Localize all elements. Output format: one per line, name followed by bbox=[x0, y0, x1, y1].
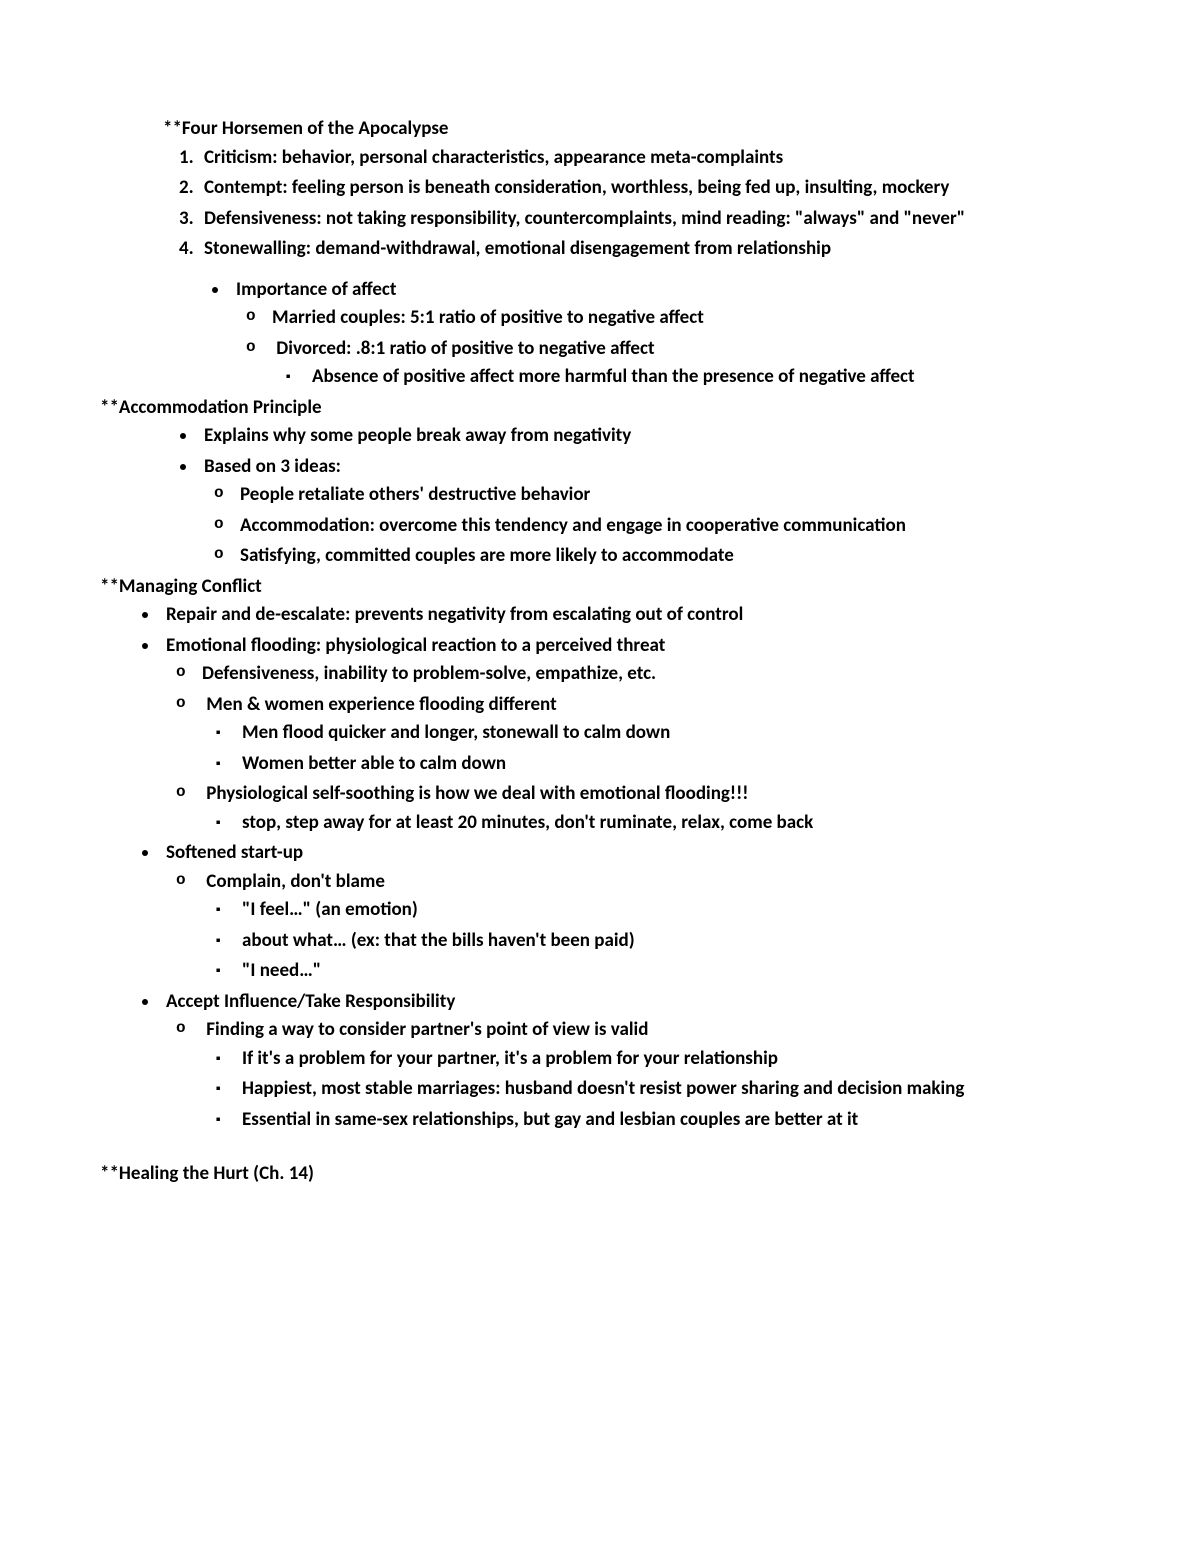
accommodation-list: Explains why some people break away from… bbox=[100, 422, 1070, 571]
item-text: Softened start-up bbox=[166, 841, 303, 864]
list-item: Emotional flooding: physiological reacti… bbox=[160, 632, 1070, 838]
document-page: **Four Horsemen of the Apocalypse Critic… bbox=[0, 0, 1200, 1553]
list-item: Complain, don't blame "I feel…" (an emot… bbox=[202, 868, 1070, 986]
item-text: is how we deal with emotional flooding!!… bbox=[414, 782, 748, 805]
list-item: People retaliate others' destructive beh… bbox=[240, 481, 1070, 510]
affect-list: Importance of affect Married couples: 5:… bbox=[100, 276, 1070, 392]
list-item: Criticism: behavior, personal characteri… bbox=[198, 144, 1070, 173]
list-item: Essential in same-sex relationships, but… bbox=[242, 1106, 1070, 1135]
section-title-healing: **Healing the Hurt (Ch. 14) bbox=[100, 1160, 1070, 1189]
item-text: Finding a way to consider partner's poin… bbox=[206, 1018, 648, 1041]
section-title-managing: **Managing Conflict bbox=[100, 573, 1070, 602]
affect-sub2list: Absence of positive affect more harmful … bbox=[272, 363, 1070, 392]
accept-sublist: Finding a way to consider partner's poin… bbox=[166, 1016, 1070, 1134]
flooding-sublist: Defensiveness, inability to problem-solv… bbox=[166, 660, 1070, 837]
list-item: Repair and de-escalate: prevents negativ… bbox=[160, 601, 1070, 630]
list-item: Men flood quicker and longer, stonewall … bbox=[242, 719, 1070, 748]
self-soothing-list: stop, step away for at least 20 minutes,… bbox=[202, 809, 1070, 838]
list-item: Happiest, most stable marriages: husband… bbox=[242, 1075, 1070, 1104]
list-item: Softened start-up Complain, don't blame … bbox=[160, 839, 1070, 986]
softened-sublist: Complain, don't blame "I feel…" (an emot… bbox=[166, 868, 1070, 986]
list-item: Based on 3 ideas: People retaliate other… bbox=[198, 453, 1070, 571]
list-item: about what… (ex: that the bills haven't … bbox=[242, 927, 1070, 956]
list-item: Absence of positive affect more harmful … bbox=[312, 363, 1070, 392]
list-item: Stonewalling: demand-withdrawal, emotion… bbox=[198, 235, 1070, 264]
bold-term: Physiological self-soothing bbox=[206, 782, 414, 805]
list-item: Physiological self-soothing is how we de… bbox=[202, 780, 1070, 837]
list-item: Women better able to calm down bbox=[242, 750, 1070, 779]
item-text: Importance of affect bbox=[236, 278, 396, 301]
list-item: Satisfying, committed couples are more l… bbox=[240, 542, 1070, 571]
list-item: Men & women experience flooding differen… bbox=[202, 691, 1070, 779]
item-text: Accept Influence/Take Responsibility bbox=[166, 990, 455, 1013]
horsemen-list: Criticism: behavior, personal characteri… bbox=[100, 144, 1070, 264]
affect-sublist: Married couples: 5:1 ratio of positive t… bbox=[236, 304, 1070, 392]
list-item: Importance of affect Married couples: 5:… bbox=[230, 276, 1070, 392]
accept-items-list: If it's a problem for your partner, it's… bbox=[202, 1045, 1070, 1135]
list-item: Accept Influence/Take Responsibility Fin… bbox=[160, 988, 1070, 1135]
list-item: If it's a problem for your partner, it's… bbox=[242, 1045, 1070, 1074]
item-text: Divorced: .8:1 ratio of positive to nega… bbox=[276, 337, 654, 360]
accommodation-sublist: People retaliate others' destructive beh… bbox=[204, 481, 1070, 571]
softened-items-list: "I feel…" (an emotion) about what… (ex: … bbox=[202, 896, 1070, 986]
list-item: Defensiveness, inability to problem-solv… bbox=[202, 660, 1070, 689]
list-item: Accommodation: overcome this tendency an… bbox=[240, 512, 1070, 541]
managing-list: Repair and de-escalate: prevents negativ… bbox=[100, 601, 1070, 1134]
list-item: stop, step away for at least 20 minutes,… bbox=[242, 809, 1070, 838]
list-item: Finding a way to consider partner's poin… bbox=[202, 1016, 1070, 1134]
list-item: "I need…" bbox=[242, 957, 1070, 986]
list-item: Divorced: .8:1 ratio of positive to nega… bbox=[272, 335, 1070, 392]
flooding-gender-list: Men flood quicker and longer, stonewall … bbox=[202, 719, 1070, 778]
item-text: Based on 3 ideas: bbox=[204, 455, 341, 478]
list-item: "I feel…" (an emotion) bbox=[242, 896, 1070, 925]
section-title-horsemen: **Four Horsemen of the Apocalypse bbox=[163, 115, 1070, 144]
list-item: Defensiveness: not taking responsibility… bbox=[198, 205, 1070, 234]
list-item: Explains why some people break away from… bbox=[198, 422, 1070, 451]
list-item: Married couples: 5:1 ratio of positive t… bbox=[272, 304, 1070, 333]
item-text: Complain, don't blame bbox=[206, 870, 385, 893]
item-text: Emotional flooding: physiological reacti… bbox=[166, 634, 665, 657]
list-item: Contempt: feeling person is beneath cons… bbox=[198, 174, 1070, 203]
item-text: Men & women experience flooding differen… bbox=[206, 693, 556, 716]
section-title-accommodation: **Accommodation Principle bbox=[100, 394, 1070, 423]
